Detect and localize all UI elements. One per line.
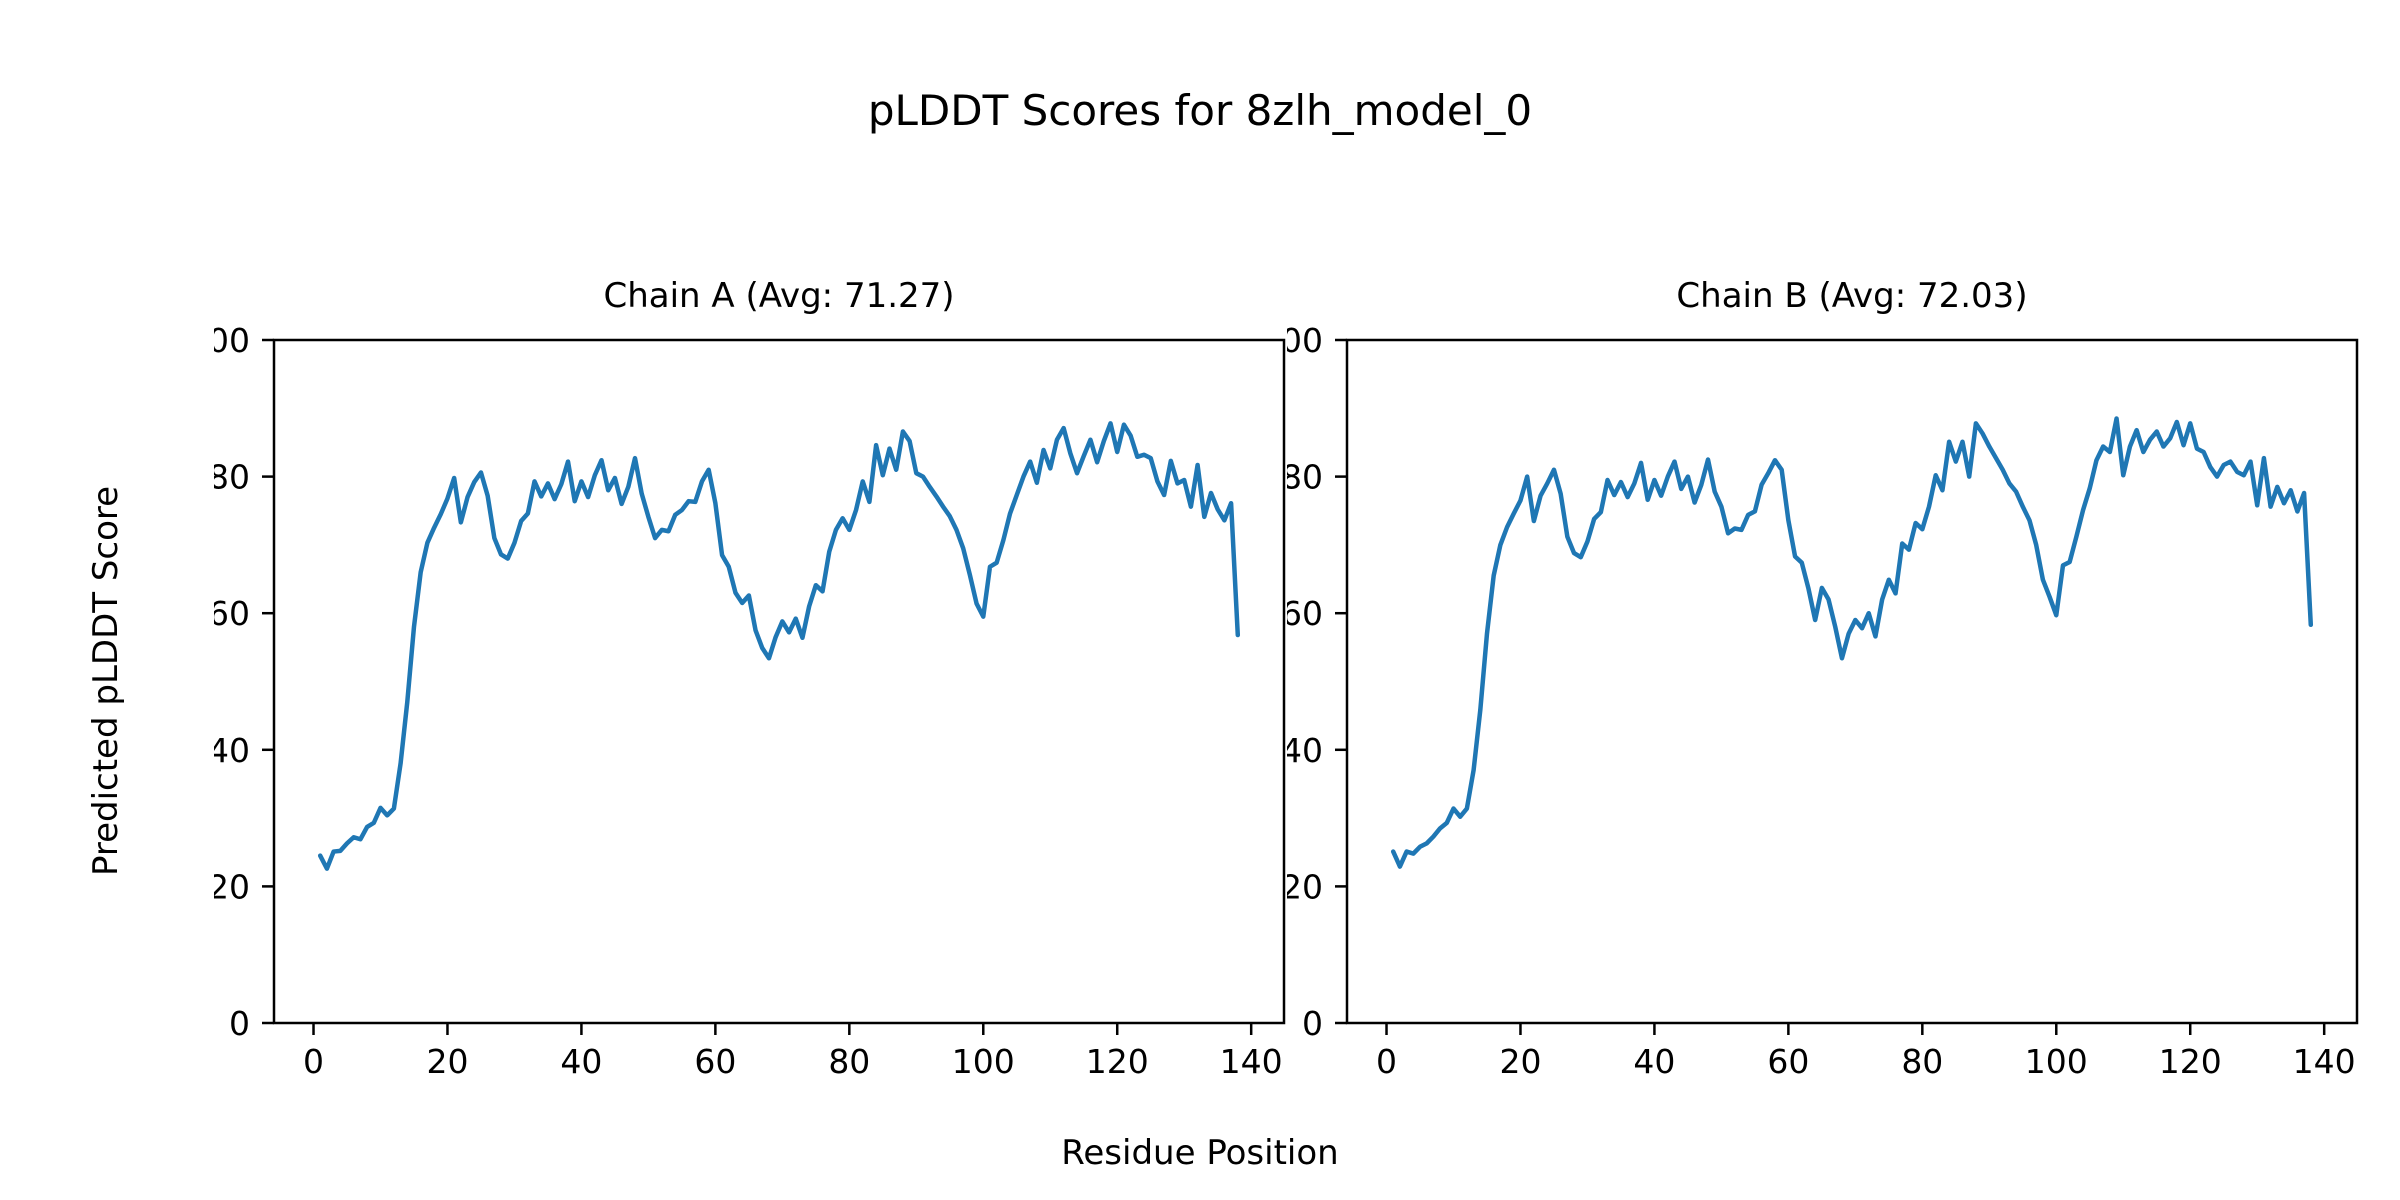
y-tick-label: 20 xyxy=(1287,867,1323,906)
y-tick-label: 0 xyxy=(1302,1004,1323,1043)
plot-border xyxy=(272,338,1286,1025)
x-tick-label: 20 xyxy=(426,1042,468,1081)
y-tick-label: 60 xyxy=(214,594,250,633)
y-axis-label: Predicted pLDDT Score xyxy=(86,485,126,877)
subplot-title-chain-b: Chain B (Avg: 72.03) xyxy=(1676,276,2028,316)
x-axis-label: Residue Position xyxy=(1061,1133,1339,1173)
x-tick-label: 40 xyxy=(1633,1042,1675,1081)
y-tick-label: 100 xyxy=(214,321,250,360)
plot-chain-b: 0 20 40 60 80 100 120 140 0 20 40 60 80 100 xyxy=(1287,321,2359,1081)
y-tick-label: 20 xyxy=(214,867,250,906)
x-tick-label: 0 xyxy=(303,1042,324,1081)
figure-title: pLDDT Scores for 8zlh_model_0 xyxy=(867,86,1533,135)
plot-chain-a: 0 20 40 60 80 100 120 140 0 20 40 60 80 100 xyxy=(214,321,1286,1081)
x-tick-label: 100 xyxy=(952,1042,1015,1081)
x-tick-label: 140 xyxy=(2293,1042,2356,1081)
x-tick-label: 0 xyxy=(1376,1042,1397,1081)
y-tick-label: 80 xyxy=(214,458,250,497)
x-tick-label: 60 xyxy=(1767,1042,1809,1081)
plot-border xyxy=(1345,338,2359,1025)
y-tick-label: 40 xyxy=(214,731,250,770)
plddt-line xyxy=(1390,416,2314,869)
y-tick-label: 100 xyxy=(1287,321,1323,360)
x-tick-label: 80 xyxy=(828,1042,870,1081)
subplot-title-chain-a: Chain A (Avg: 71.27) xyxy=(603,276,955,316)
x-tick-label: 60 xyxy=(694,1042,736,1081)
x-tick-label: 140 xyxy=(1220,1042,1283,1081)
x-tick-label: 120 xyxy=(1086,1042,1149,1081)
x-tick-label: 120 xyxy=(2159,1042,2222,1081)
x-tick-label: 100 xyxy=(2025,1042,2088,1081)
plddt-line xyxy=(317,421,1241,871)
x-tick-label: 80 xyxy=(1901,1042,1943,1081)
x-tick-label: 20 xyxy=(1499,1042,1541,1081)
y-tick-label: 60 xyxy=(1287,594,1323,633)
y-tick-label: 0 xyxy=(229,1004,250,1043)
x-tick-label: 40 xyxy=(560,1042,602,1081)
y-tick-label: 80 xyxy=(1287,458,1323,497)
y-tick-label: 40 xyxy=(1287,731,1323,770)
